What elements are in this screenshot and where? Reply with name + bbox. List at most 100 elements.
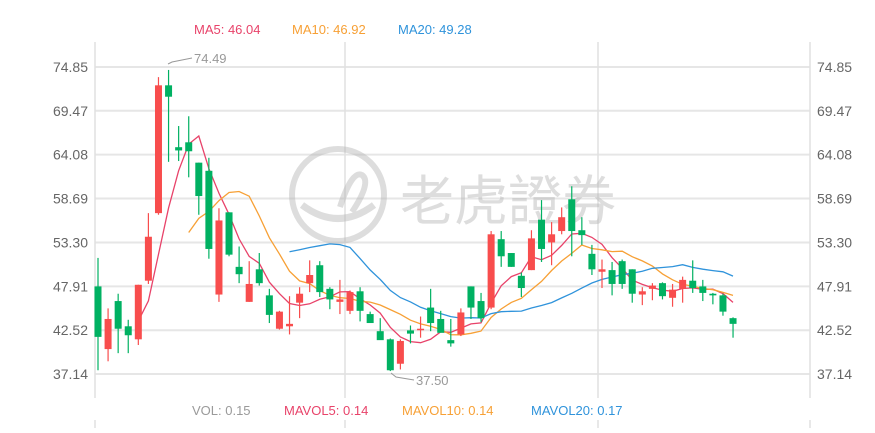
candle-body	[447, 340, 455, 344]
legend-mavol20: MAVOL20: 0.17	[531, 403, 623, 418]
candle-body	[679, 279, 687, 289]
candle-body	[326, 288, 334, 300]
candle-body	[205, 170, 213, 249]
candle-body	[477, 301, 485, 319]
candle-down	[366, 311, 374, 324]
y-tick-label-right: 42.52	[817, 322, 852, 338]
candle-body	[729, 318, 737, 324]
candle-body	[235, 266, 243, 275]
candle-body	[356, 291, 364, 311]
candle-body	[225, 212, 233, 255]
candle-body	[316, 265, 324, 293]
legend-top: MA5: 46.04 MA10: 46.92 MA20: 49.28	[194, 22, 472, 37]
candle-up	[346, 290, 354, 315]
candle-down	[175, 126, 183, 162]
candle-body	[548, 234, 556, 243]
candle-up	[104, 308, 112, 362]
candle-body	[346, 292, 354, 311]
candle-down	[729, 317, 737, 338]
candle-body	[689, 280, 697, 289]
candle-up	[286, 296, 294, 335]
y-tick-label-left: 47.91	[53, 278, 88, 294]
candle-up	[396, 339, 404, 370]
candle-down	[205, 157, 213, 259]
y-tick-label-right: 74.85	[817, 59, 852, 75]
candle-body	[185, 142, 193, 152]
candle-down	[427, 288, 435, 332]
candle-body	[507, 253, 515, 267]
candle-up	[669, 283, 677, 307]
candle-body	[719, 295, 727, 312]
candle-body	[467, 286, 475, 308]
y-tick-label-right: 53.30	[817, 234, 852, 250]
candle-up	[548, 222, 556, 266]
axis-labels: 74.85 74.85 69.47 69.47 64.08 64.08 58.69 58.69…	[53, 59, 852, 382]
candle-body	[568, 199, 576, 232]
candle-up	[679, 276, 687, 303]
candle-body	[588, 253, 596, 270]
candle-body	[406, 330, 414, 334]
candle-up	[154, 77, 162, 215]
candle-body	[165, 85, 173, 97]
candle-down	[467, 286, 475, 319]
grid	[94, 42, 811, 428]
y-tick-label-right: 69.47	[817, 103, 852, 119]
candle-up	[487, 231, 495, 310]
candle-down	[709, 292, 717, 305]
candle-body	[709, 293, 717, 296]
legend-mavol5: MAVOL5: 0.14	[284, 403, 368, 418]
candle-down	[326, 287, 334, 310]
candle-down	[376, 318, 384, 341]
candle-down	[628, 269, 636, 303]
candle-body	[417, 328, 425, 331]
candle-down	[406, 325, 414, 344]
y-tick-label-left: 69.47	[53, 103, 88, 119]
candle-body	[527, 238, 535, 271]
max-label: 74.49	[194, 51, 227, 66]
candle-up	[134, 284, 142, 346]
candle-down	[437, 310, 445, 333]
candle-body	[175, 147, 183, 151]
candle-body	[538, 219, 546, 249]
candle-down	[255, 253, 263, 286]
candle-down	[124, 319, 132, 354]
candle-body	[598, 269, 606, 272]
candle-body	[306, 275, 314, 284]
candle-body	[618, 261, 626, 284]
candle-body	[517, 275, 525, 289]
candle-up	[296, 287, 304, 319]
candle-body	[396, 340, 404, 364]
legend-ma5: MA5: 46.04	[194, 22, 261, 37]
candle-body	[608, 270, 616, 284]
candle-body	[366, 314, 374, 324]
candle-body	[578, 230, 586, 236]
candle-up	[215, 208, 223, 302]
candle-body	[487, 234, 495, 308]
candle-body	[286, 323, 294, 327]
y-tick-label-right: 64.08	[817, 147, 852, 163]
candle-body	[275, 311, 283, 329]
candle-body	[497, 239, 505, 257]
candle-down	[165, 69, 173, 162]
candle-down	[195, 162, 203, 215]
y-tick-label-left: 74.85	[53, 59, 88, 75]
candle-body	[699, 286, 707, 293]
candle-body	[144, 236, 152, 281]
candle-down	[608, 261, 616, 296]
min-label: 37.50	[416, 373, 449, 388]
candle-body	[558, 217, 566, 232]
candle-up	[638, 287, 646, 306]
candle-body	[154, 85, 162, 214]
candle-down	[235, 246, 243, 284]
candle-down	[386, 338, 394, 372]
candle-body	[296, 293, 304, 303]
candle-down	[538, 200, 546, 262]
legend-vol: VOL: 0.15	[192, 403, 251, 418]
candle-body	[437, 318, 445, 333]
candle-up	[144, 213, 152, 284]
candle-body	[386, 339, 394, 371]
candle-body	[658, 283, 666, 297]
candle-down	[316, 261, 324, 297]
candle-down	[497, 231, 505, 267]
candle-body	[124, 326, 132, 336]
